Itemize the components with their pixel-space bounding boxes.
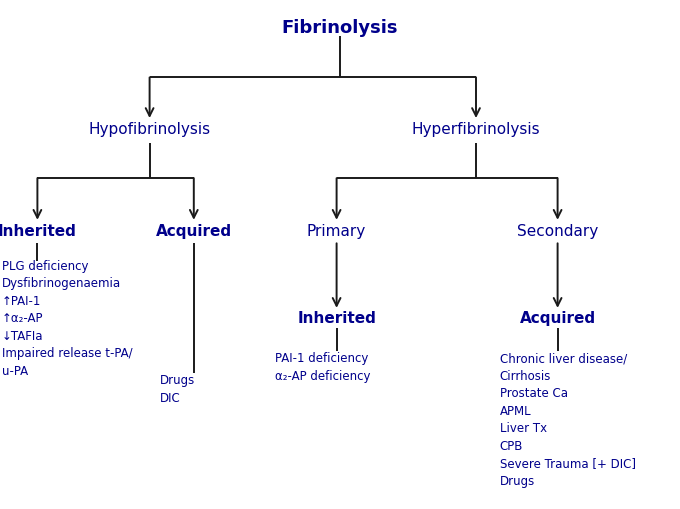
- Text: Drugs
DIC: Drugs DIC: [160, 374, 195, 405]
- Text: Hyperfibrinolysis: Hyperfibrinolysis: [411, 122, 541, 137]
- Text: PAI-1 deficiency
α₂-AP deficiency: PAI-1 deficiency α₂-AP deficiency: [275, 352, 371, 383]
- Text: PLG deficiency
Dysfibrinogenaemia
↑PAI-1
↑α₂-AP
↓TAFIa
Impaired release t-PA/
u-: PLG deficiency Dysfibrinogenaemia ↑PAI-1…: [2, 260, 133, 378]
- Text: Primary: Primary: [307, 224, 367, 239]
- Text: Inherited: Inherited: [0, 224, 77, 239]
- Text: Hypofibrinolysis: Hypofibrinolysis: [88, 122, 211, 137]
- Text: Inherited: Inherited: [297, 310, 376, 326]
- Text: Fibrinolysis: Fibrinolysis: [282, 19, 398, 37]
- Text: Secondary: Secondary: [517, 224, 598, 239]
- Text: Acquired: Acquired: [520, 310, 596, 326]
- Text: Chronic liver disease/
Cirrhosis
Prostate Ca
APML
Liver Tx
CPB
Severe Trauma [+ : Chronic liver disease/ Cirrhosis Prostat…: [500, 352, 636, 488]
- Text: Acquired: Acquired: [156, 224, 232, 239]
